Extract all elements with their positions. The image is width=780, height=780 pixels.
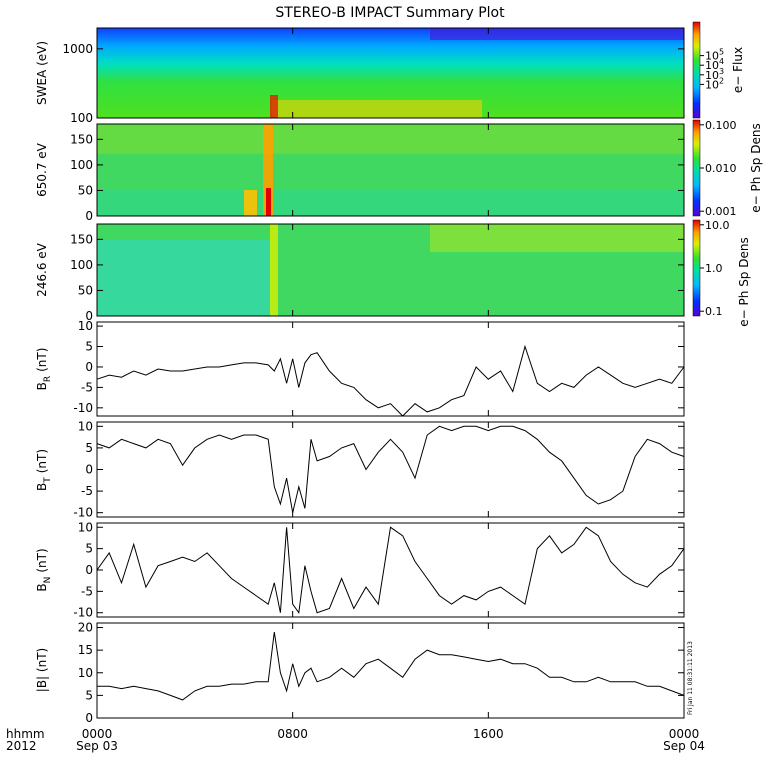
br-series-line	[96, 344, 685, 417]
y-tick-label: 100	[70, 111, 93, 125]
colorbar-tick-label: 103	[705, 67, 724, 82]
y-tick-label: -10	[73, 506, 93, 520]
pad-246-spike	[270, 224, 278, 316]
x-tick-label: 0000	[669, 727, 700, 741]
pad-246-top-band	[430, 224, 684, 252]
x-tick-label: 1600	[473, 727, 504, 741]
y-tick-label: 100	[70, 158, 93, 172]
pad-650-colorbar	[692, 119, 701, 217]
x-tick-label: 0000	[82, 727, 113, 741]
pad-650-low-band	[97, 190, 684, 216]
y-tick-label: 10	[78, 419, 93, 433]
y-tick-label: 5	[85, 340, 93, 354]
colorbar-tick-label: 0.010	[705, 162, 737, 175]
y-tick-label: 0	[85, 563, 93, 577]
pad-246-colorbar-label: e− Ph Sp Dens	[737, 237, 751, 326]
swea-high-energy-tail	[430, 28, 684, 40]
pad-246-colorbar	[692, 219, 701, 317]
swea-hot-band	[272, 100, 482, 118]
bmag-series-line	[97, 631, 685, 701]
y-tick-label: 0	[85, 209, 93, 223]
colorbar-tick-label: 102	[705, 76, 724, 91]
pad-650-spot	[244, 190, 257, 216]
pad-246-panel: 0 50 100 150 0.1 1.0 10.0	[70, 219, 729, 323]
bn-series-line	[96, 526, 685, 615]
swea-shock	[270, 95, 278, 118]
y-tick-label: 150	[70, 232, 93, 246]
y-tick-label: 10	[78, 666, 93, 680]
bt-ylabel: BT(nT)	[35, 449, 53, 491]
footer-hhmm-label: hhmm	[6, 727, 45, 741]
date-stamp: Fri Jan 11 08:31:11 2013	[687, 641, 694, 715]
y-tick-label: 0	[85, 360, 93, 374]
colorbar-tick-label: 1.0	[705, 262, 723, 275]
pad-650-heatmap	[97, 124, 684, 216]
swea-ylabel: SWEA (eV)	[35, 41, 49, 105]
bmag-ylabel: |B| (nT)	[35, 648, 49, 692]
pad-650-spike-core	[266, 188, 271, 216]
br-ylabel: BR(nT)	[35, 348, 53, 391]
plot-title: STEREO-B IMPACT Summary Plot	[275, 5, 505, 21]
y-tick-label: 1000	[62, 42, 93, 56]
bmag-frame	[96, 622, 685, 719]
bmag-panel: 0 5 10 15 20	[78, 621, 685, 725]
y-tick-label: 0	[85, 711, 93, 725]
y-tick-label: 100	[70, 258, 93, 272]
y-tick-label: 5	[85, 542, 93, 556]
y-tick-label: 5	[85, 688, 93, 702]
x-tick-label: 0800	[277, 727, 308, 741]
swea-colorbar	[692, 21, 701, 119]
y-tick-label: 150	[70, 132, 93, 146]
y-tick-label: 50	[78, 183, 93, 197]
pad-246-ylabel: 246.6 eV	[35, 242, 49, 297]
y-tick-label: 10	[78, 319, 93, 333]
br-panel: -10 -5 0 5 10	[73, 319, 685, 417]
colorbar-tick-label: 0.001	[705, 205, 737, 218]
bn-panel: -10 -5 0 5 10	[73, 520, 685, 620]
br-frame	[96, 321, 685, 417]
y-tick-label: 20	[78, 621, 93, 635]
pad-650-panel: 0 50 100 150 0.001 0.010 0.100	[70, 119, 736, 223]
pad-650-colorbar-label: e− Ph Sp Dens	[749, 123, 763, 212]
pad-650-spike	[263, 124, 273, 216]
bt-series-line	[96, 425, 685, 513]
colorbar-tick-label: 10.0	[705, 219, 730, 232]
pad-650-frame	[96, 123, 685, 217]
y-tick-label: 0	[85, 309, 93, 323]
colorbar-tick-label: 0.100	[705, 119, 737, 132]
y-tick-label: 15	[78, 643, 93, 657]
y-tick-label: 50	[78, 283, 93, 297]
pad-246-low-region	[97, 240, 272, 316]
pad-650-band	[97, 124, 684, 154]
bt-panel: -10 -5 0 5 10	[73, 419, 685, 520]
bn-ylabel: BN(nT)	[35, 548, 53, 591]
pad-650-ylabel: 650.7 eV	[35, 142, 49, 197]
x-tick-date-label: Sep 04	[663, 739, 705, 753]
y-tick-label: 0	[85, 463, 93, 477]
colorbar-tick-label: 105	[705, 48, 724, 63]
y-tick-label: -5	[81, 380, 93, 394]
y-tick-label: -10	[73, 606, 93, 620]
y-tick-label: 10	[78, 520, 93, 534]
swea-frame	[96, 27, 685, 119]
colorbar-tick-label: 0.1	[705, 305, 723, 318]
bn-frame	[96, 522, 685, 618]
y-tick-label: -10	[73, 401, 93, 415]
y-tick-label: 5	[85, 441, 93, 455]
x-tick-date-label: Sep 03	[76, 739, 118, 753]
y-tick-label: -5	[81, 484, 93, 498]
colorbar-tick-label: 104	[705, 57, 724, 72]
swea-colorbar-label: e− Flux	[731, 47, 745, 93]
footer-year-label: 2012	[6, 739, 37, 753]
pad-246-frame	[96, 223, 685, 317]
y-tick-label: -5	[81, 584, 93, 598]
